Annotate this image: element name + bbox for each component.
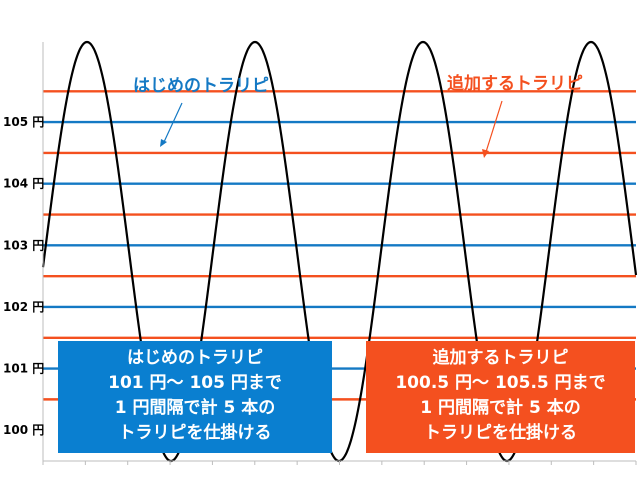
callouts: はじめのトラリピ 追加するトラリピ — [133, 73, 583, 158]
initial-box-line-3: 1 円間隔で計 5 本の — [114, 398, 276, 418]
initial-trap-callout-label: はじめのトラリピ — [133, 76, 269, 96]
y-axis — [42, 42, 637, 465]
initial-trap-callout-arrowhead — [160, 139, 167, 147]
additional-trap-callout-label: 追加するトラリピ — [447, 73, 583, 94]
y-tick-label: 102 円 — [3, 300, 44, 314]
initial-trap-summary-box: はじめのトラリピ 101 円～ 105 円まで 1 円間隔で計 5 本の トラリ… — [58, 341, 332, 453]
additional-trap-summary-box: 追加するトラリピ 100.5 円～ 105.5 円まで 1 円間隔で計 5 本の… — [366, 341, 635, 453]
additional-trap-callout-arrow — [485, 100, 503, 153]
y-tick-labels: 100 円 101 円 102 円 103 円 104 円 105 円 — [3, 115, 44, 437]
additional-trap-callout-arrowhead — [482, 149, 489, 158]
initial-box-line-1: はじめのトラリピ — [127, 348, 263, 368]
y-tick-label: 100 円 — [3, 423, 44, 437]
initial-trap-levels — [43, 120, 636, 370]
additional-box-line-3: 1 円間隔で計 5 本の — [420, 398, 581, 418]
y-tick-label: 104 円 — [3, 177, 44, 191]
initial-trap-callout-arrow — [163, 102, 183, 143]
y-tick-label: 103 円 — [3, 238, 44, 252]
initial-box-line-2: 101 円～ 105 円まで — [108, 373, 282, 393]
y-tick-label: 101 円 — [3, 362, 44, 376]
y-tick-label: 105 円 — [3, 115, 44, 129]
additional-box-line-2: 100.5 円～ 105.5 円まで — [395, 373, 606, 393]
additional-box-line-1: 追加するトラリピ — [432, 348, 569, 368]
initial-box-line-4: トラリピを仕掛ける — [118, 423, 272, 443]
additional-box-line-4: トラリピを仕掛ける — [424, 423, 577, 443]
